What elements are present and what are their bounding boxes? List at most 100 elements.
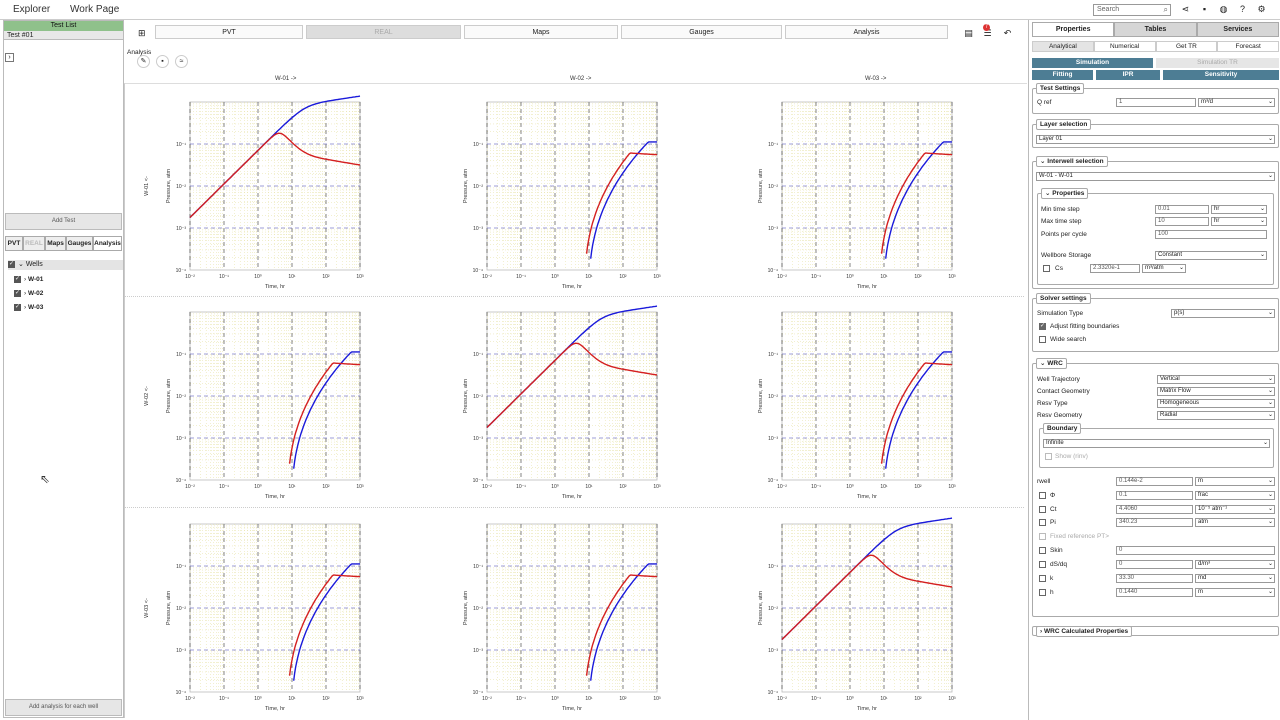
- settings-icon[interactable]: ⚙: [1257, 4, 1266, 14]
- wide-search-checkbox[interactable]: [1039, 336, 1046, 343]
- fitting-button[interactable]: Fitting: [1032, 70, 1093, 80]
- h-input[interactable]: 0.1440: [1116, 588, 1193, 597]
- x-tick-label: 10⁻²: [185, 696, 195, 702]
- undo-icon[interactable]: ↶: [1003, 28, 1012, 38]
- max-time-step-input[interactable]: 10: [1155, 217, 1209, 226]
- pen-tool-icon[interactable]: ✎: [137, 55, 150, 68]
- chevron-right-icon: ›: [24, 304, 28, 311]
- resv-geometry-select[interactable]: Radial ⌄: [1157, 411, 1275, 420]
- points-per-cycle-input[interactable]: 100: [1155, 230, 1267, 239]
- well-checkbox[interactable]: ✓: [14, 303, 21, 311]
- globe-icon[interactable]: ◍: [1219, 4, 1228, 14]
- y-tick-label: 10⁻¹: [473, 564, 483, 570]
- min-time-step-input[interactable]: 0.01: [1155, 205, 1209, 214]
- dsdq-unit-select[interactable]: d/m³ ⌄: [1195, 560, 1275, 569]
- adjust-fitting-checkbox[interactable]: ✓: [1039, 323, 1046, 330]
- max-time-step-unit-select[interactable]: hr ⌄: [1211, 217, 1267, 226]
- add-analysis-button[interactable]: Add analysis for each well: [5, 699, 122, 716]
- tab-analysis[interactable]: Analysis: [785, 25, 948, 39]
- h-unit-select[interactable]: m ⌄: [1195, 588, 1275, 597]
- tab-maps[interactable]: Maps: [464, 25, 618, 39]
- dsdq-checkbox[interactable]: [1039, 561, 1046, 568]
- properties-legend[interactable]: ⌄ Properties: [1041, 188, 1089, 199]
- left-tab-analysis[interactable]: Analysis: [93, 236, 122, 251]
- boundary-select[interactable]: Infinite ⌄: [1043, 439, 1270, 448]
- subtab-get-tr[interactable]: Get TR: [1155, 41, 1218, 52]
- well-item[interactable]: ✓ › W-03: [14, 303, 43, 312]
- h-checkbox[interactable]: [1039, 589, 1046, 596]
- phi-unit-select[interactable]: frac ⌄: [1195, 491, 1275, 500]
- wells-group[interactable]: ✓ ⌄ Wells: [8, 260, 123, 270]
- subtab-analytical[interactable]: Analytical: [1032, 41, 1094, 52]
- ct-unit-select[interactable]: 10⁻⁵ atm⁻¹ ⌄: [1195, 505, 1275, 514]
- ct-checkbox[interactable]: [1039, 506, 1046, 513]
- subtab-forecast[interactable]: Forecast: [1217, 41, 1279, 52]
- help-icon[interactable]: ?: [1239, 4, 1245, 14]
- dsdq-input[interactable]: 0: [1116, 560, 1193, 569]
- well-checkbox[interactable]: ✓: [14, 275, 21, 283]
- simulation-button[interactable]: Simulation: [1032, 58, 1153, 68]
- curve-tool-icon[interactable]: ≈: [175, 55, 188, 68]
- tab-services[interactable]: Services: [1196, 22, 1279, 37]
- series-line-blue: [293, 351, 360, 469]
- q-ref-unit-select[interactable]: m³/d ⌄: [1198, 98, 1275, 107]
- k-checkbox[interactable]: [1039, 575, 1046, 582]
- skin-checkbox[interactable]: [1039, 547, 1046, 554]
- wrc-legend[interactable]: ⌄ WRC: [1036, 358, 1067, 369]
- explorer-nav[interactable]: Explorer: [13, 4, 51, 15]
- rwell-unit-select[interactable]: m ⌄: [1195, 477, 1275, 486]
- save-icon[interactable]: ▪: [1202, 4, 1207, 14]
- layer-select[interactable]: Layer 01 ⌄: [1036, 135, 1275, 144]
- ct-input[interactable]: 4.4060: [1116, 505, 1193, 514]
- cs-checkbox[interactable]: [1043, 265, 1050, 272]
- contact-geometry-select[interactable]: Matrix Flow ⌄: [1157, 387, 1275, 396]
- well-trajectory-select[interactable]: Vertical ⌄: [1157, 375, 1275, 384]
- y-tick-label: 10⁻³: [176, 436, 186, 442]
- x-tick-label: 10⁻²: [482, 484, 492, 490]
- document-icon[interactable]: ▤: [964, 28, 973, 38]
- phi-input[interactable]: 0.1: [1116, 491, 1193, 500]
- k-input[interactable]: 33.30: [1116, 574, 1193, 583]
- interwell-select[interactable]: W-01 - W-01 ⌄: [1036, 172, 1275, 181]
- left-tab-gauges[interactable]: Gauges: [66, 236, 93, 251]
- tab-tables[interactable]: Tables: [1114, 22, 1197, 37]
- q-ref-input[interactable]: 1: [1116, 98, 1196, 107]
- simulation-type-select[interactable]: p(s) ⌄: [1171, 309, 1275, 318]
- save-tool-icon[interactable]: ▪: [156, 55, 169, 68]
- add-test-button[interactable]: Add Test: [5, 213, 122, 230]
- rwell-input[interactable]: 0.144e-2: [1116, 477, 1193, 486]
- wrc-calculated-legend[interactable]: › WRC Calculated Properties: [1036, 626, 1133, 637]
- search-input[interactable]: Search ⌕: [1093, 4, 1171, 16]
- test-list-item[interactable]: Test #01: [4, 31, 123, 40]
- expand-arrow-icon[interactable]: ›: [5, 53, 14, 62]
- min-time-step-unit-select[interactable]: hr ⌄: [1211, 205, 1267, 214]
- cs-unit: m³/atm: [1145, 265, 1164, 271]
- tab-gauges[interactable]: Gauges: [621, 25, 782, 39]
- pi-unit-select[interactable]: atm ⌄: [1195, 518, 1275, 527]
- resv-type-select[interactable]: Homogeneous ⌄: [1157, 399, 1275, 408]
- pi-checkbox[interactable]: [1039, 519, 1046, 526]
- grid-icon[interactable]: ⊞: [138, 28, 146, 38]
- left-tab-pvt[interactable]: PVT: [5, 236, 23, 251]
- tab-pvt[interactable]: PVT: [155, 25, 303, 39]
- skin-input[interactable]: 0: [1116, 546, 1275, 555]
- k-unit-select[interactable]: md ⌄: [1195, 574, 1275, 583]
- wells-checkbox[interactable]: ✓: [8, 260, 15, 268]
- cs-input[interactable]: 2.3320e-1: [1090, 264, 1140, 273]
- work-page-nav[interactable]: Work Page: [70, 4, 120, 15]
- ipr-button[interactable]: IPR: [1096, 70, 1160, 80]
- cs-unit-select[interactable]: m³/atm ⌄: [1142, 264, 1186, 273]
- wellbore-storage-select[interactable]: Constant ⌄: [1155, 251, 1267, 260]
- sensitivity-button[interactable]: Sensitivity: [1163, 70, 1279, 80]
- well-item[interactable]: ✓ › W-01: [14, 275, 43, 284]
- well-checkbox[interactable]: ✓: [14, 289, 21, 297]
- pi-input[interactable]: 340.23: [1116, 518, 1193, 527]
- list-icon[interactable]: ☰: [983, 28, 992, 38]
- interwell-legend[interactable]: ⌄ Interwell selection: [1036, 156, 1108, 167]
- well-item[interactable]: ✓ › W-02: [14, 289, 43, 298]
- subtab-numerical[interactable]: Numerical: [1093, 41, 1156, 52]
- share-icon[interactable]: ⋖: [1181, 4, 1190, 14]
- left-tab-maps[interactable]: Maps: [45, 236, 66, 251]
- tab-properties[interactable]: Properties: [1032, 22, 1115, 37]
- phi-checkbox[interactable]: [1039, 492, 1046, 499]
